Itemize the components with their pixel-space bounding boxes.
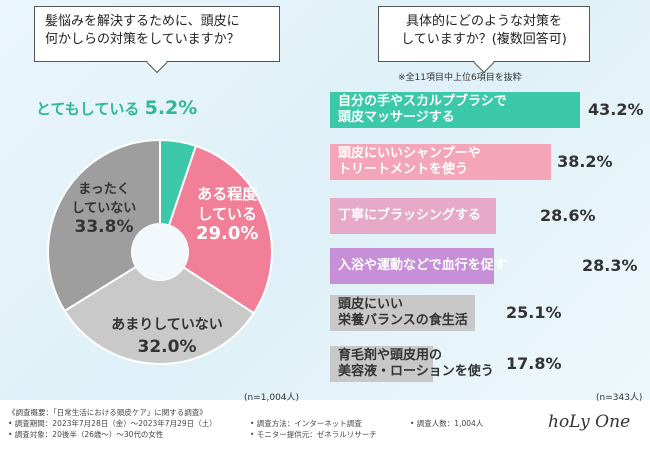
bar-massage-label-line1: 自分の手やスカルプブラシで bbox=[338, 94, 507, 109]
bar-serum-value: 17.8% bbox=[506, 354, 562, 373]
bar-shampoo: 頭皮にいいシャンプーや トリートメントを使う bbox=[330, 144, 552, 180]
left-question-line2: 何かしらの対策をしていますか？ bbox=[45, 32, 240, 47]
pie-label-not-much-text: あまりしていない bbox=[111, 317, 223, 333]
bar-massage-label: 自分の手やスカルプブラシで 頭皮マッサージする bbox=[338, 94, 507, 126]
bar-serum-label-line1: 育毛剤や頭皮用の bbox=[338, 348, 443, 363]
pie-label-somewhat: ある程度 している 29.0% bbox=[196, 184, 258, 244]
bar-shampoo-label-line1: 頭皮にいいシャンプーや bbox=[338, 146, 481, 161]
bar-shampoo-label-line2: トリートメントを使う bbox=[338, 162, 469, 177]
pie-value-somewhat: 29.0% bbox=[196, 223, 259, 244]
bar-circulation-label-line1: 入浴や運動などで血行を促す bbox=[338, 258, 507, 273]
left-question-line1: 髪悩みを解決するために、頭皮に bbox=[45, 14, 240, 29]
bar-brushing-label-line1: 丁寧にブラッシングする bbox=[338, 208, 482, 223]
brand-logo: hoLy One bbox=[548, 412, 631, 432]
bar-diet-label-line1: 頭皮にいい bbox=[338, 297, 404, 312]
pie-value-very: 5.2% bbox=[144, 97, 198, 119]
footer bbox=[0, 400, 650, 450]
bar-brushing: 丁寧にブラッシングする bbox=[330, 198, 496, 234]
pie-label-not-much: あまりしていない 32.0% bbox=[92, 314, 242, 358]
pie-value-not-much: 32.0% bbox=[137, 337, 197, 357]
pie-label-very: とてもしている 5.2% bbox=[36, 97, 197, 119]
pie-center-hole bbox=[132, 224, 188, 280]
bar-brushing-label: 丁寧にブラッシングする bbox=[338, 208, 481, 224]
pie-slice-somewhat bbox=[167, 144, 273, 315]
right-sample-size: (n=343人) bbox=[596, 393, 643, 403]
pie-label-not-at-all: まったく していない 33.8% bbox=[64, 180, 144, 237]
left-question-box: 髪悩みを解決するために、頭皮に 何かしらの対策をしていますか？ bbox=[34, 6, 280, 74]
right-question-line1: 具体的にどのような対策を bbox=[405, 14, 562, 29]
footer-provider: • モニター提供元：ゼネラルリサーチ bbox=[250, 430, 377, 439]
bar-diet: 頭皮にいい 栄養バランスの食生活 bbox=[330, 295, 476, 331]
bar-circulation-label: 入浴や運動などで血行を促す bbox=[338, 258, 507, 274]
bar-shampoo-label: 頭皮にいいシャンプーや トリートメントを使う bbox=[338, 146, 481, 178]
footer-target: • 調査対象：20後半（26歳～）～30代の女性 bbox=[8, 430, 164, 439]
bar-serum-label: 育毛剤や頭皮用の 美容液・ローションを使う bbox=[338, 348, 494, 380]
bar-serum: 育毛剤や頭皮用の 美容液・ローションを使う bbox=[330, 346, 494, 382]
pie-label-somewhat-line2: している bbox=[197, 205, 257, 223]
right-question-box: 具体的にどのような対策を していますか？(複数回答可) bbox=[378, 6, 590, 74]
bar-diet-label-line2: 栄養バランスの食生活 bbox=[338, 313, 468, 328]
bar-circulation-value: 28.3% bbox=[582, 256, 638, 275]
right-note: ※全11項目中上位6項目を抜粋 bbox=[398, 73, 522, 83]
left-sample-size: (n=1,004人) bbox=[244, 393, 300, 403]
footer-method: • 調査方法：インターネット調査 bbox=[250, 419, 362, 428]
bar-massage-label-line2: 頭皮マッサージする bbox=[338, 110, 455, 125]
pie-label-very-text: とてもしている bbox=[36, 100, 140, 118]
bar-shampoo-value: 38.2% bbox=[557, 152, 613, 171]
footer-period: • 調査期間：2023年7月28日（金）～2023年7月29日（土） bbox=[8, 419, 217, 428]
bar-diet-value: 25.1% bbox=[506, 303, 562, 322]
footer-count: • 調査人数：1,004人 bbox=[410, 419, 484, 428]
pie-chart bbox=[47, 138, 273, 365]
right-question-line2: していますか？(複数回答可) bbox=[401, 32, 567, 47]
bar-massage-value: 43.2% bbox=[588, 100, 644, 119]
bar-brushing-value: 28.6% bbox=[540, 206, 596, 225]
footer-overview: 《調査概要：「日常生活における頭皮ケア」に関する調査》 bbox=[8, 408, 207, 417]
pie-label-not-at-all-line2: していない bbox=[71, 201, 137, 216]
pie-value-not-at-all: 33.8% bbox=[74, 217, 134, 237]
pie-label-somewhat-line1: ある程度 bbox=[197, 185, 258, 203]
pie-label-not-at-all-line1: まったく bbox=[78, 182, 130, 197]
bar-massage: 自分の手やスカルプブラシで 頭皮マッサージする bbox=[330, 92, 580, 128]
bar-diet-label: 頭皮にいい 栄養バランスの食生活 bbox=[338, 297, 468, 329]
bar-serum-label-line2: 美容液・ローションを使う bbox=[338, 364, 494, 379]
bar-circulation: 入浴や運動などで血行を促す bbox=[330, 248, 507, 284]
